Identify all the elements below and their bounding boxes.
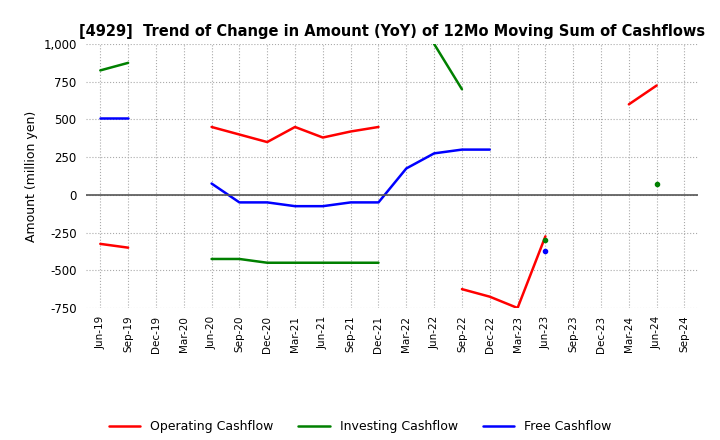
Operating Cashflow	[96, 241, 104, 246]
Legend: Operating Cashflow, Investing Cashflow, Free Cashflow: Operating Cashflow, Investing Cashflow, …	[104, 415, 616, 438]
Investing Cashflow	[124, 60, 132, 66]
Line: Operating Cashflow: Operating Cashflow	[100, 244, 128, 248]
Investing Cashflow	[96, 68, 104, 73]
Free Cashflow	[124, 115, 132, 121]
Y-axis label: Amount (million yen): Amount (million yen)	[24, 110, 37, 242]
Operating Cashflow	[124, 245, 132, 250]
Free Cashflow	[96, 115, 104, 121]
Title: [4929]  Trend of Change in Amount (YoY) of 12Mo Moving Sum of Cashflows: [4929] Trend of Change in Amount (YoY) o…	[79, 24, 706, 39]
Line: Investing Cashflow: Investing Cashflow	[100, 63, 128, 70]
